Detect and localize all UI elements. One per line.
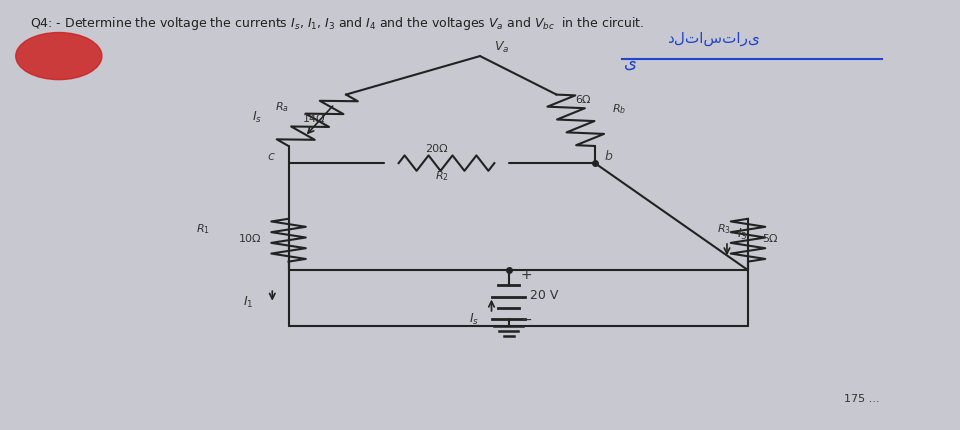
Text: +: + bbox=[520, 267, 532, 281]
Text: $I_1$: $I_1$ bbox=[243, 294, 253, 309]
Text: 6Ω: 6Ω bbox=[576, 95, 591, 105]
Text: $R_3$: $R_3$ bbox=[717, 221, 731, 235]
Text: $R_b$: $R_b$ bbox=[612, 101, 626, 115]
Text: $R_2$: $R_2$ bbox=[435, 169, 448, 182]
Text: 20Ω: 20Ω bbox=[425, 144, 448, 154]
Text: $V_a$: $V_a$ bbox=[494, 40, 510, 55]
Text: 20 V: 20 V bbox=[530, 289, 558, 301]
Text: 5Ω: 5Ω bbox=[762, 233, 778, 243]
Text: $I_s$: $I_s$ bbox=[252, 109, 262, 124]
Text: $I_3$: $I_3$ bbox=[736, 226, 747, 241]
Text: −: − bbox=[520, 312, 532, 326]
Text: دلتاستاری: دلتاستاری bbox=[666, 31, 759, 46]
Text: b: b bbox=[605, 150, 612, 163]
Text: $R_1$: $R_1$ bbox=[196, 221, 210, 235]
Ellipse shape bbox=[15, 34, 102, 80]
Text: 175 ...: 175 ... bbox=[844, 393, 879, 403]
Text: 14Ω: 14Ω bbox=[303, 114, 325, 124]
Text: $R_a$: $R_a$ bbox=[275, 100, 289, 114]
Text: ی: ی bbox=[624, 53, 636, 71]
Text: $I_s$: $I_s$ bbox=[468, 311, 479, 326]
Text: Q4: - Determine the voltage the currents $I_s$, $I_1$, $I_3$ and $I_4$ and the v: Q4: - Determine the voltage the currents… bbox=[30, 15, 644, 32]
Text: c: c bbox=[268, 150, 275, 163]
Text: 10Ω: 10Ω bbox=[239, 233, 261, 243]
